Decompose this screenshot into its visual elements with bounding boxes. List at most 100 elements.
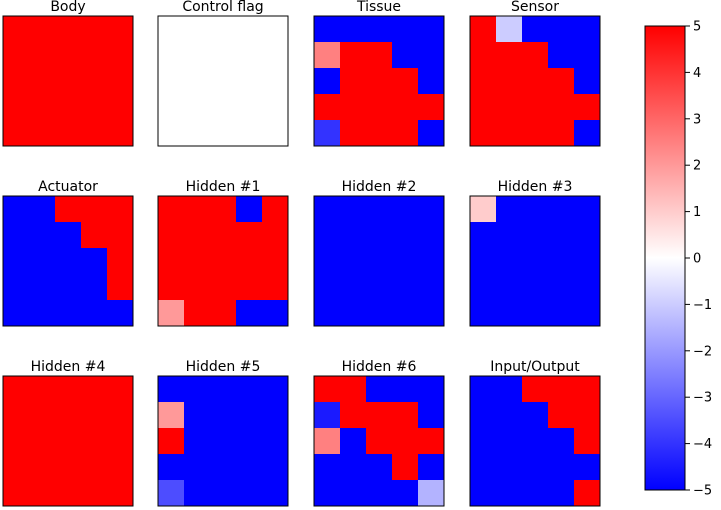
heatmap-cell: [3, 274, 30, 301]
heatmap-cell: [418, 222, 445, 249]
heatmap-cell: [574, 222, 601, 249]
heatmap-cell: [314, 196, 341, 223]
heatmap-cell: [418, 274, 445, 301]
heatmap-cell: [522, 94, 549, 121]
panel-frame: [157, 15, 289, 147]
heatmap-cell: [107, 248, 134, 275]
heatmap-cell: [548, 274, 575, 301]
heatmap-cell: [392, 454, 419, 481]
heatmap-cell: [236, 222, 263, 249]
heatmap-cell: [574, 16, 601, 43]
heatmap-cell: [366, 222, 393, 249]
heatmap-cell: [158, 428, 185, 455]
heatmap-panel: Control flag: [157, 0, 289, 147]
heatmap-cell: [29, 196, 56, 223]
heatmap-cell: [210, 68, 237, 95]
heatmap-cell: [548, 222, 575, 249]
heatmap-cell: [107, 428, 134, 455]
heatmap-cell: [158, 454, 185, 481]
heatmap-cell: [470, 120, 497, 147]
heatmap-cell: [496, 94, 523, 121]
heatmap-cell: [184, 428, 211, 455]
heatmap-cell: [262, 402, 289, 429]
heatmap-cell: [522, 248, 549, 275]
heatmap-cell: [210, 16, 237, 43]
heatmap-cell: [29, 16, 56, 43]
colorbar-tick-label: 3: [693, 112, 701, 127]
heatmap-cell: [340, 248, 367, 275]
panel-title: Hidden #3: [498, 179, 573, 195]
heatmap-cell: [184, 16, 211, 43]
heatmap-cell: [366, 196, 393, 223]
heatmap-cell: [262, 196, 289, 223]
heatmap-cell: [314, 16, 341, 43]
heatmap-cell: [522, 42, 549, 69]
heatmap-cell: [470, 274, 497, 301]
heatmap-cell: [55, 222, 82, 249]
panel-frame: [157, 375, 289, 507]
heatmap-cell: [496, 300, 523, 327]
heatmap-cell: [3, 42, 30, 69]
heatmap-cell: [340, 68, 367, 95]
heatmap-cell: [366, 402, 393, 429]
heatmap-cell: [236, 68, 263, 95]
heatmap-cell: [548, 376, 575, 403]
heatmap-cell: [262, 248, 289, 275]
heatmap-cell: [158, 402, 185, 429]
heatmap-cell: [29, 428, 56, 455]
heatmap-cell: [392, 248, 419, 275]
panel-title: Hidden #2: [342, 179, 417, 195]
heatmap-cell: [81, 376, 108, 403]
heatmap-cell: [210, 376, 237, 403]
heatmap-cell: [548, 196, 575, 223]
heatmap-cell: [340, 300, 367, 327]
heatmap-cell: [418, 300, 445, 327]
heatmap-cell: [29, 454, 56, 481]
heatmap-cell: [55, 376, 82, 403]
heatmap-cell: [340, 428, 367, 455]
heatmap-cell: [158, 196, 185, 223]
heatmap-cell: [262, 480, 289, 507]
heatmap-cell: [366, 68, 393, 95]
heatmap-cell: [392, 428, 419, 455]
heatmap-cell: [392, 16, 419, 43]
heatmap-cell: [392, 480, 419, 507]
heatmap-cell: [81, 42, 108, 69]
panel-frame: [469, 15, 601, 147]
heatmap-cell: [262, 16, 289, 43]
heatmap-cell: [496, 222, 523, 249]
heatmap-cell: [158, 300, 185, 327]
panel-frame: [313, 15, 445, 147]
heatmap-cell: [158, 274, 185, 301]
heatmap-cell: [470, 402, 497, 429]
heatmap-cell: [210, 480, 237, 507]
colorbar-ticks: 5 4 3 2 1 0 −1 −2 −3 −4 −5: [685, 20, 712, 499]
heatmap-cell: [107, 42, 134, 69]
heatmap-cell: [55, 402, 82, 429]
heatmap-cell: [522, 222, 549, 249]
heatmap-cell: [236, 402, 263, 429]
heatmap-cell: [548, 454, 575, 481]
heatmap-panel: Hidden #5: [157, 359, 289, 507]
heatmap-panel: Hidden #4: [2, 359, 134, 507]
heatmap-cell: [262, 376, 289, 403]
heatmap-cell: [418, 42, 445, 69]
heatmap-cell: [418, 248, 445, 275]
panel-frame: [2, 15, 134, 147]
heatmap-cell: [107, 300, 134, 327]
heatmap-cell: [210, 94, 237, 121]
heatmap-cell: [184, 402, 211, 429]
heatmap-cell: [470, 42, 497, 69]
heatmap-cell: [470, 454, 497, 481]
colorbar-tick-label: −4: [693, 437, 712, 452]
heatmap-cell: [418, 196, 445, 223]
panel-frame: [469, 375, 601, 507]
heatmap-cell: [210, 300, 237, 327]
heatmap-cell: [522, 480, 549, 507]
panel-title: Hidden #1: [186, 179, 261, 195]
heatmap-cell: [496, 68, 523, 95]
heatmap-cell: [29, 42, 56, 69]
heatmap-cell: [262, 94, 289, 121]
heatmap-cell: [314, 120, 341, 147]
colorbar-gradient: [644, 25, 686, 491]
